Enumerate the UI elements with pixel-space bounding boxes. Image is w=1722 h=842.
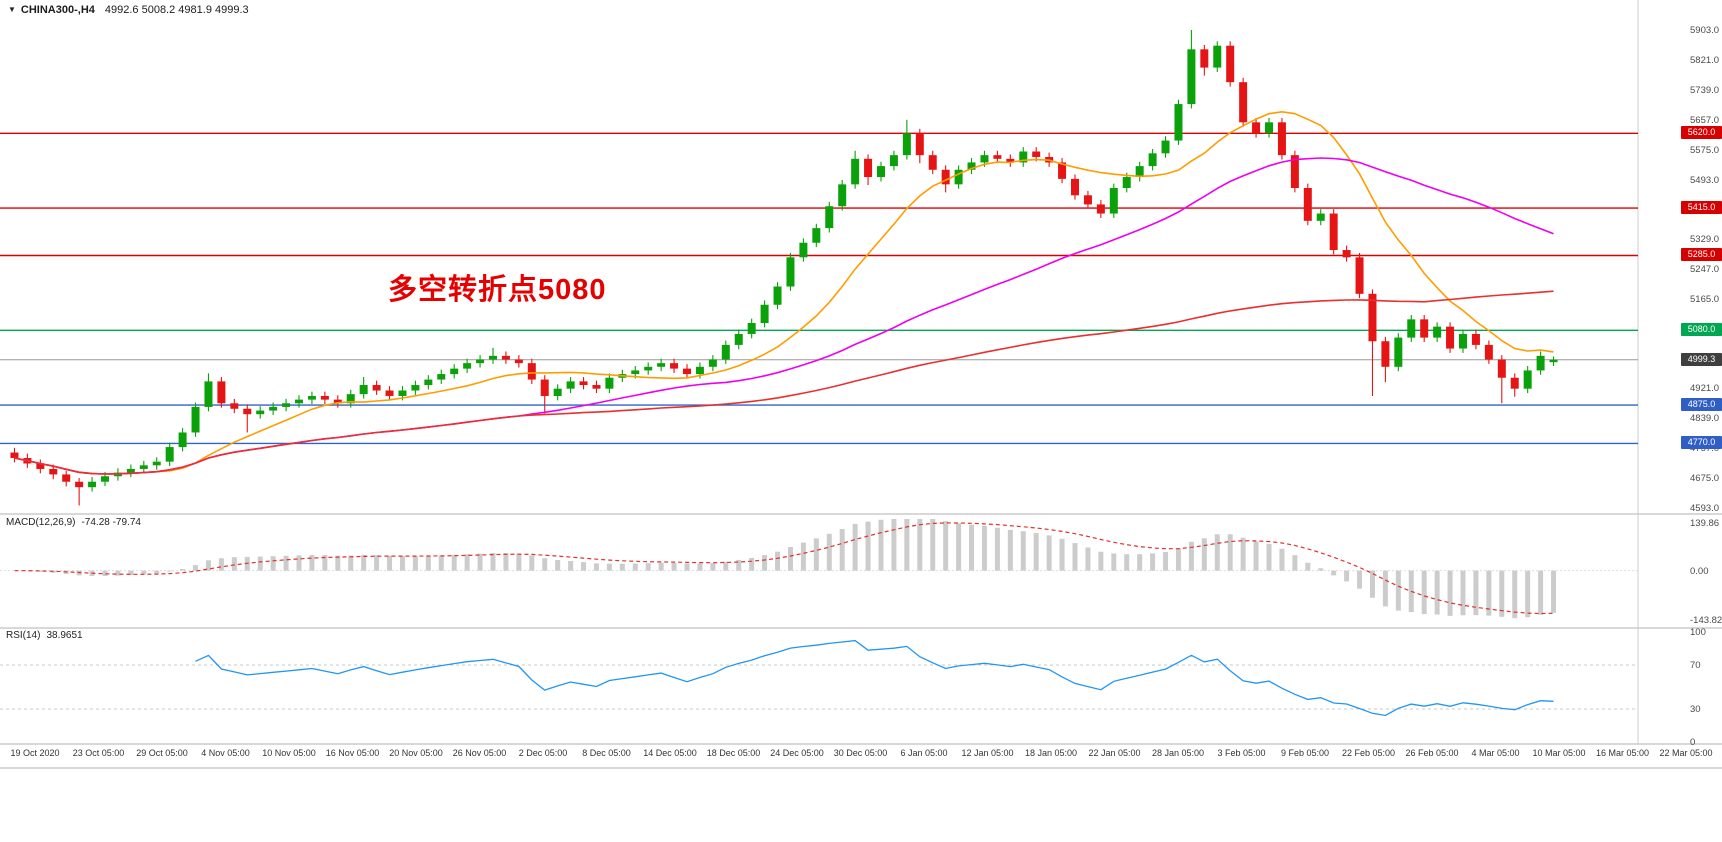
annotation-text[interactable]: 多空转折点5080 (388, 274, 607, 306)
rsi-axis-tick: 30 (1690, 704, 1701, 715)
price-level-badge: 5620.0 (1681, 126, 1722, 140)
macd-indicator-name: MACD(12,26,9) (6, 517, 76, 528)
candles-layer (10, 30, 1558, 506)
time-label: 19 Oct 2020 (10, 748, 60, 758)
time-axis[interactable]: 19 Oct 2020 23 Oct 05:00 29 Oct 05:00 4 Nov… (0, 746, 1722, 762)
time-label: 26 Feb 05:00 (1405, 748, 1459, 758)
rsi-indicator-name: RSI(14) (6, 630, 41, 641)
price-chart[interactable] (0, 0, 1722, 772)
ma-fast-line (14, 110, 1554, 475)
price-tick: 5657.0 (1690, 114, 1720, 126)
time-label: 8 Dec 05:00 (582, 748, 631, 758)
macd-axis-tick: -143.82 (1690, 614, 1722, 626)
price-tick: 5739.0 (1690, 84, 1720, 96)
price-tick: 5575.0 (1690, 144, 1720, 156)
price-tick: 5165.0 (1690, 294, 1720, 306)
price-tick: 4921.0 (1690, 383, 1720, 395)
time-label: 22 Feb 05:00 (1341, 748, 1396, 758)
current-price-badge: 4999.3 (1681, 352, 1722, 366)
macd-panel-label: MACD(12,26,9) -74.28 -79.74 (6, 517, 141, 528)
ma-medium-line (14, 157, 1554, 475)
price-tick: 5493.0 (1690, 174, 1720, 186)
ohlc-readout: 4992.6 5008.2 4981.9 4999.3 (104, 4, 249, 16)
time-label: 24 Dec 05:00 (770, 748, 824, 758)
macd-histogram (24, 519, 1557, 619)
price-tick: 5821.0 (1690, 54, 1720, 66)
time-label: 29 Oct 05:00 (136, 748, 188, 758)
time-label: 10 Nov 05:00 (262, 748, 316, 758)
symbol-title[interactable]: CHINA300-,H4 (20, 4, 95, 16)
price-level-badge: 5285.0 (1681, 248, 1722, 262)
time-label: 30 Dec 05:00 (833, 748, 888, 758)
price-level-badge: 5415.0 (1681, 201, 1722, 215)
time-label: 12 Jan 05:00 (961, 748, 1014, 758)
time-label: 14 Dec 05:00 (643, 748, 697, 758)
symbol-collapse-icon[interactable]: ▼ (8, 5, 16, 14)
time-label: 28 Jan 05:00 (1151, 748, 1205, 758)
price-level-badge: 4875.0 (1681, 398, 1722, 412)
panel-separators (0, 0, 1722, 769)
price-level-badge: 5080.0 (1681, 323, 1722, 337)
price-tick: 4839.0 (1690, 413, 1720, 425)
price-tick: 4593.0 (1690, 503, 1720, 514)
rsi-panel-label: RSI(14) 38.9651 (6, 630, 83, 641)
time-label: 10 Mar 05:00 (1532, 748, 1586, 758)
time-label: 20 Nov 05:00 (389, 748, 443, 758)
rsi-line (195, 639, 1554, 717)
price-tick: 5247.0 (1690, 264, 1720, 276)
price-tick: 5903.0 (1690, 25, 1720, 36)
time-label: 22 Jan 05:00 (1088, 748, 1141, 758)
time-label: 22 Mar 05:00 (1659, 748, 1713, 758)
macd-axis-tick: 139.86 (1690, 518, 1720, 530)
macd-axis-tick: 0.00 (1690, 565, 1709, 577)
time-label: 6 Jan 05:00 (900, 748, 948, 758)
price-tick: 5329.0 (1690, 234, 1720, 246)
macd-signal-line (14, 522, 1554, 615)
time-label: 16 Mar 05:00 (1595, 748, 1650, 758)
rsi-axis-tick: 100 (1690, 627, 1706, 638)
time-label: 9 Feb 05:00 (1280, 748, 1330, 758)
macd-values: -74.28 -79.74 (81, 517, 141, 528)
rsi-axis-tick: 70 (1690, 660, 1701, 671)
time-label: 2 Dec 05:00 (518, 748, 568, 758)
time-label: 23 Oct 05:00 (72, 748, 125, 758)
time-label: 3 Feb 05:00 (1217, 748, 1266, 758)
time-label: 4 Mar 05:00 (1471, 748, 1520, 758)
rsi-axis-tick: 0 (1690, 737, 1696, 748)
rsi-value: 38.9651 (46, 630, 83, 641)
time-label: 16 Nov 05:00 (325, 748, 380, 758)
price-tick: 4675.0 (1690, 473, 1720, 485)
time-label: 18 Jan 05:00 (1024, 748, 1078, 758)
time-label: 26 Nov 05:00 (452, 748, 507, 758)
time-label: 4 Nov 05:00 (201, 748, 250, 758)
time-label: 18 Dec 05:00 (706, 748, 761, 758)
chart-header: ▼ CHINA300-,H4 4992.6 5008.2 4981.9 4999.3 (8, 4, 249, 16)
price-level-badge: 4770.0 (1681, 436, 1722, 450)
ma-slow-line (14, 290, 1554, 475)
price-levels-layer (0, 132, 1638, 445)
